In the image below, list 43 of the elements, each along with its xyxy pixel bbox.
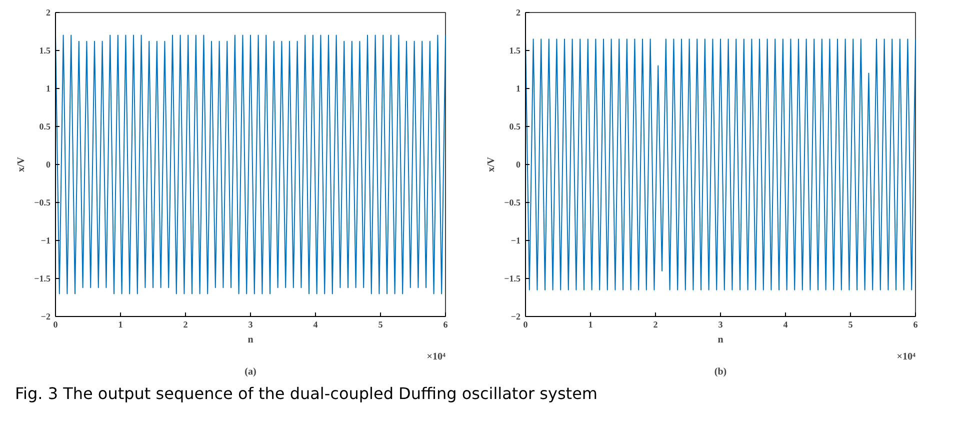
x-tick-label: 2 bbox=[183, 320, 188, 330]
y-tick-label: 1 bbox=[46, 84, 51, 94]
y-tick-label: 0 bbox=[516, 160, 521, 170]
text: (a) bbox=[244, 366, 256, 378]
x-tick-label: 5 bbox=[848, 320, 854, 330]
x-tick-label: 0 bbox=[53, 320, 58, 330]
x-axis-title: n bbox=[718, 334, 724, 346]
y-tick-label: −1.5 bbox=[34, 274, 51, 284]
y-tick-label: 2 bbox=[46, 8, 51, 18]
y-tick-label: −1.5 bbox=[504, 274, 521, 284]
x-tick-label: 1 bbox=[118, 320, 124, 330]
x-tick-label: 4 bbox=[783, 320, 788, 330]
y-axis-title: x/V bbox=[486, 156, 498, 172]
y-tick-label: −0.5 bbox=[34, 198, 51, 208]
text: ×10⁴ bbox=[896, 352, 916, 362]
y-tick-label: 1 bbox=[516, 84, 521, 94]
y-tick-label: −1 bbox=[510, 236, 521, 246]
y-tick-label: 0 bbox=[46, 160, 51, 170]
x-tick-label: 3 bbox=[248, 320, 254, 330]
x-tick-label: 5 bbox=[378, 320, 384, 330]
y-tick-label: −2 bbox=[40, 312, 51, 322]
y-tick-label: −0.5 bbox=[504, 198, 521, 208]
line-series bbox=[526, 38, 916, 290]
x-tick-label: 4 bbox=[313, 320, 318, 330]
x-tick-label: 6 bbox=[443, 320, 448, 330]
line-series bbox=[56, 34, 446, 294]
text: ×10⁴ bbox=[426, 352, 446, 362]
x-tick-label: 0 bbox=[523, 320, 528, 330]
y-tick-label: −2 bbox=[510, 312, 521, 322]
text: (b) bbox=[714, 366, 727, 378]
x-tick-label: 3 bbox=[718, 320, 724, 330]
y-tick-label: 0.5 bbox=[509, 122, 521, 132]
x-tick-label: 2 bbox=[653, 320, 658, 330]
y-tick-label: 2 bbox=[516, 8, 521, 18]
y-axis-title: x/V bbox=[16, 156, 28, 172]
x-tick-label: 1 bbox=[588, 320, 594, 330]
y-tick-label: 1.5 bbox=[509, 46, 521, 56]
text: Fig. 3 The output sequence of the dual-coupled Duffing oscillator system bbox=[15, 383, 598, 405]
y-tick-label: 1.5 bbox=[39, 46, 51, 56]
y-tick-label: −1 bbox=[40, 236, 51, 246]
x-tick-label: 6 bbox=[913, 320, 918, 330]
x-axis-title: n bbox=[248, 334, 254, 346]
y-tick-label: 0.5 bbox=[39, 122, 51, 132]
